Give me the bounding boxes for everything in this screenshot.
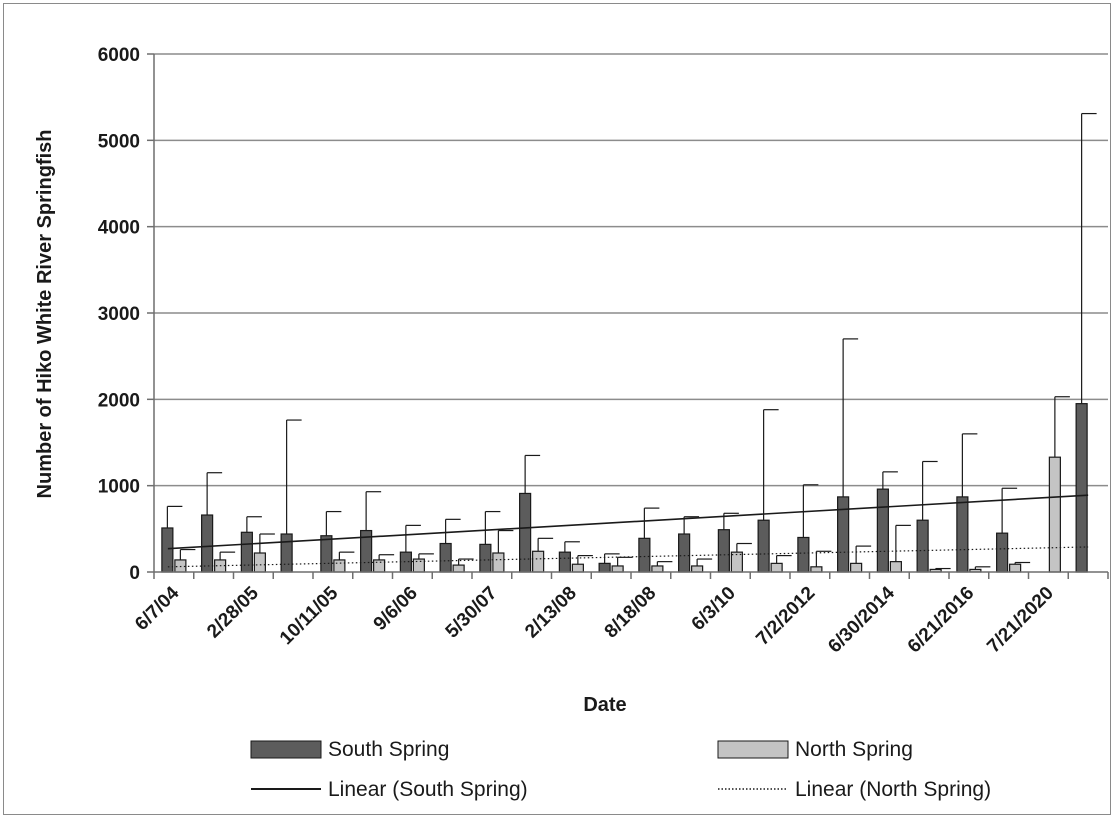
north-spring-bar	[1009, 563, 1022, 573]
legend-label-north: North Spring	[795, 738, 913, 761]
x-tick-label: 2/28/05	[203, 582, 263, 642]
x-tick-label: 10/11/05	[276, 582, 343, 649]
south-spring-bar	[797, 536, 810, 573]
x-tick-label: 6/7/04	[131, 582, 184, 635]
north-spring-bar	[571, 563, 584, 573]
south-spring-bar	[558, 551, 571, 573]
north-spring-bar	[412, 558, 425, 573]
south-spring-bar	[399, 551, 412, 573]
x-tick-label: 7/21/2020	[983, 583, 1058, 658]
bars	[161, 403, 1088, 573]
south-spring-bar	[519, 492, 532, 573]
north-spring-bar	[333, 559, 346, 573]
south-spring-bar	[876, 488, 889, 573]
legend-label-south: South Spring	[328, 738, 449, 761]
legend-swatch-north	[717, 740, 789, 759]
south-spring-bar	[240, 531, 253, 573]
bar-chart: 0 1000 2000 3000 4000 5000 6000 6/7/04 2/28/05 1…	[34, 45, 1109, 801]
south-spring-bar	[837, 496, 850, 573]
y-tick-labels: 0 1000 2000 3000 4000 5000 6000	[98, 45, 140, 584]
south-spring-bar	[479, 543, 492, 573]
north-spring-bar	[253, 552, 266, 573]
x-tick-label: 5/30/07	[442, 583, 502, 643]
south-spring-bar	[439, 542, 452, 573]
south-spring-bar	[161, 527, 174, 573]
legend: South Spring North Spring Linear (South …	[250, 738, 991, 801]
north-spring-bar	[373, 559, 386, 573]
gridlines	[147, 53, 1108, 573]
y-axis-title: Number of Hiko White River Springfish	[34, 130, 56, 499]
legend-label-north-trend: Linear (North Spring)	[795, 778, 991, 801]
trendlines	[167, 494, 1089, 568]
south-spring-bar	[996, 532, 1009, 573]
legend-swatch-south	[250, 740, 322, 759]
south-spring-bar	[280, 533, 293, 573]
north-spring-bar	[810, 566, 823, 573]
north-spring-bar	[1048, 456, 1061, 573]
south-spring-bar	[638, 537, 651, 573]
south-spring-bar	[678, 533, 691, 573]
north-spring-bar	[889, 561, 902, 573]
north-spring-bar	[770, 562, 783, 573]
north-spring-bar	[452, 564, 465, 573]
south-spring-bar	[320, 535, 333, 573]
x-axis-title: Date	[583, 694, 626, 716]
south-spring-bar	[757, 519, 770, 573]
north-spring-bar	[651, 565, 664, 573]
south-spring-bar	[717, 529, 730, 573]
south-spring-bar	[916, 519, 929, 573]
y-tick-label: 2000	[98, 390, 140, 411]
legend-label-south-trend: Linear (South Spring)	[328, 778, 528, 801]
south-spring-bar	[1075, 403, 1088, 573]
north-spring-bar	[850, 562, 863, 573]
north-spring-bar	[611, 565, 624, 573]
north-spring-bar	[691, 565, 704, 573]
y-tick-label: 6000	[98, 45, 140, 66]
y-tick-label: 0	[129, 563, 140, 584]
x-tick-labels: 6/7/04 2/28/05 10/11/05 9/6/06 5/30/07 2/13/0…	[131, 582, 1058, 657]
south-spring-bar	[598, 562, 611, 573]
x-tick-label: 6/21/2016	[904, 583, 979, 658]
axes	[153, 54, 1109, 579]
x-tick-label: 7/2/2012	[752, 583, 819, 650]
north-spring-bar	[532, 550, 545, 573]
south-spring-bar	[956, 496, 969, 573]
x-tick-label: 9/6/06	[370, 583, 422, 635]
south-spring-bar	[201, 514, 214, 573]
trendline-north-spring	[167, 546, 1089, 568]
error-bars	[166, 112, 1097, 570]
chart-frame: 0 1000 2000 3000 4000 5000 6000 6/7/04 2/28/05 1…	[3, 3, 1111, 815]
x-tick-label: 6/30/2014	[824, 582, 899, 657]
y-tick-label: 3000	[98, 304, 140, 325]
y-tick-label: 5000	[98, 131, 140, 152]
north-spring-bar	[492, 552, 505, 573]
x-tick-label: 6/3/10	[688, 583, 740, 635]
y-tick-label: 1000	[98, 477, 140, 498]
x-tick-label: 2/13/08	[521, 583, 581, 643]
x-tick-label: 8/18/08	[601, 583, 661, 643]
trendline-south-spring	[167, 494, 1089, 550]
y-tick-label: 4000	[98, 218, 140, 239]
